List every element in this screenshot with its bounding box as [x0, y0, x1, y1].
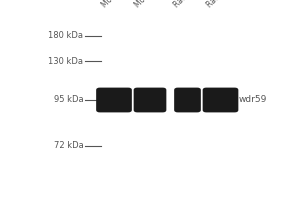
Text: 95 kDa: 95 kDa	[54, 96, 83, 104]
Text: 72 kDa: 72 kDa	[54, 142, 83, 150]
Text: wdr59: wdr59	[238, 96, 267, 104]
Text: 130 kDa: 130 kDa	[48, 56, 83, 66]
Text: Mouse brain: Mouse brain	[100, 0, 140, 9]
Text: Rat skeletal muscle: Rat skeletal muscle	[205, 0, 265, 9]
Text: Rat brain: Rat brain	[172, 0, 204, 9]
Text: Mouse skeletal muscle: Mouse skeletal muscle	[133, 0, 201, 9]
FancyBboxPatch shape	[96, 88, 132, 112]
FancyBboxPatch shape	[134, 88, 166, 112]
FancyBboxPatch shape	[174, 88, 201, 112]
FancyBboxPatch shape	[203, 88, 238, 112]
Text: 180 kDa: 180 kDa	[48, 31, 83, 40]
